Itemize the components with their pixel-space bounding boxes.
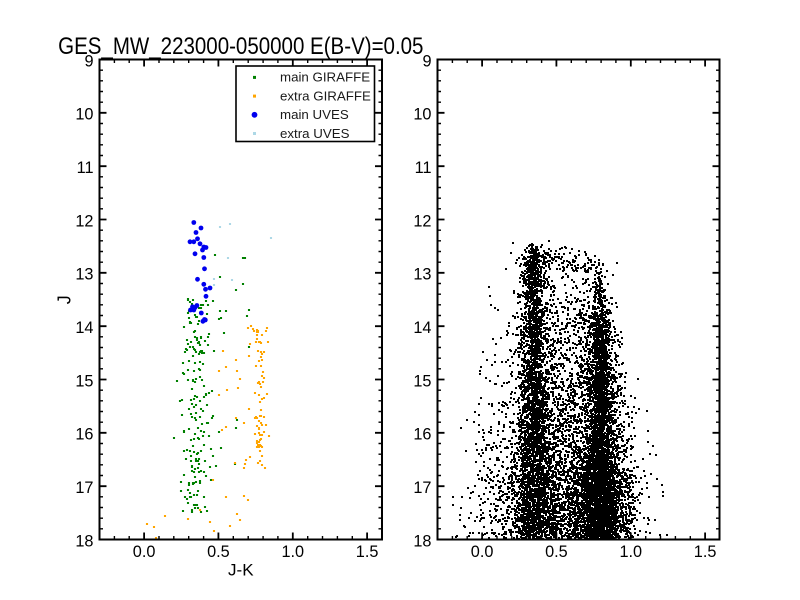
svg-text:0.5: 0.5 — [207, 543, 230, 561]
svg-text:1.0: 1.0 — [619, 543, 642, 561]
svg-text:15: 15 — [413, 372, 431, 390]
svg-text:10: 10 — [75, 106, 93, 124]
svg-text:18: 18 — [413, 532, 431, 550]
svg-text:12: 12 — [413, 212, 431, 230]
svg-text:16: 16 — [75, 426, 93, 444]
svg-text:1.0: 1.0 — [281, 543, 304, 561]
svg-text:0.0: 0.0 — [133, 543, 156, 561]
svg-text:main GIRAFFE: main GIRAFFE — [280, 70, 370, 85]
svg-text:14: 14 — [75, 319, 93, 337]
svg-text:9: 9 — [422, 52, 431, 70]
svg-text:17: 17 — [413, 479, 431, 497]
svg-text:extra UVES: extra UVES — [280, 126, 350, 141]
svg-text:main UVES: main UVES — [280, 107, 349, 122]
svg-text:14: 14 — [413, 319, 431, 337]
svg-text:1.5: 1.5 — [694, 543, 717, 561]
svg-text:10: 10 — [413, 106, 431, 124]
svg-text:extra GIRAFFE: extra GIRAFFE — [280, 88, 371, 103]
svg-text:13: 13 — [413, 266, 431, 284]
svg-text:J-K: J-K — [228, 561, 254, 580]
svg-text:0.5: 0.5 — [545, 543, 568, 561]
svg-text:GES_MW_223000-050000 E(B-V)=0.: GES_MW_223000-050000 E(B-V)=0.05 — [58, 33, 423, 60]
svg-text:16: 16 — [413, 426, 431, 444]
svg-text:17: 17 — [75, 479, 93, 497]
svg-text:13: 13 — [75, 266, 93, 284]
svg-text:11: 11 — [77, 159, 94, 177]
svg-text:J: J — [55, 295, 75, 304]
svg-text:15: 15 — [75, 372, 93, 390]
svg-text:9: 9 — [84, 52, 93, 70]
svg-text:1.5: 1.5 — [356, 543, 379, 561]
svg-text:11: 11 — [415, 159, 432, 177]
svg-text:0.0: 0.0 — [471, 543, 494, 561]
svg-text:18: 18 — [75, 532, 93, 550]
svg-text:12: 12 — [75, 212, 93, 230]
